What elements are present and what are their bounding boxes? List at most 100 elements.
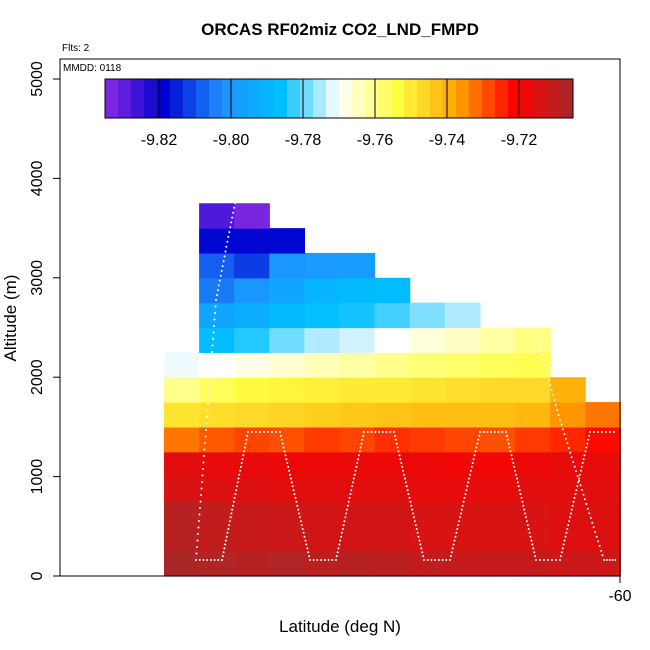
flight-track-point (477, 438, 480, 441)
heatmap-cell (409, 476, 446, 503)
flight-track-point (534, 555, 537, 558)
flight-track-point (611, 559, 614, 561)
flight-track-point (374, 431, 377, 433)
heatmap-cell (585, 501, 621, 527)
flight-track-point (545, 369, 548, 371)
heatmap-cell (234, 476, 270, 503)
flight-track-point (197, 526, 200, 529)
flight-track-point (505, 431, 507, 433)
heatmap-cell (409, 377, 446, 403)
flight-track-point (426, 559, 429, 561)
heatmap-cell (269, 526, 305, 552)
flight-track-point (206, 559, 209, 561)
flight-track-point (363, 431, 365, 433)
flight-track-point (304, 539, 307, 542)
flight-track-point (341, 528, 344, 530)
flight-track-point (228, 231, 231, 234)
flight-track-point (197, 533, 199, 535)
heatmap-cell (409, 451, 446, 478)
heatmap-cell (409, 501, 446, 527)
heatmap-cell (304, 302, 341, 329)
flight-track-point (195, 559, 197, 561)
flight-track-point (514, 469, 517, 472)
flight-track-point (515, 477, 518, 480)
flight-track-point (507, 442, 510, 445)
flight-track-point (458, 520, 461, 523)
y-axis: 0 1000 2000 3000 4000 5000 (29, 61, 60, 580)
flight-track-point (207, 396, 210, 399)
flight-track-point (564, 535, 567, 538)
flight-track-point (412, 512, 415, 515)
colorbar-swatch (339, 79, 353, 118)
heatmap-cell (304, 252, 341, 279)
heatmap-cell (409, 526, 446, 552)
flight-track-point (454, 535, 457, 538)
flight-track-point (336, 551, 339, 554)
heatmap-cell (164, 352, 200, 378)
flight-track-point (230, 512, 233, 515)
flight-track-point (505, 434, 508, 437)
flight-track-point (560, 551, 563, 554)
flight-track-point (486, 431, 489, 433)
y-tick-label: 1000 (29, 459, 46, 495)
flight-track-point (217, 284, 220, 287)
flight-track-point (378, 431, 380, 433)
flight-track-point (229, 226, 232, 229)
flight-track-point (559, 559, 561, 561)
flight-track-point (300, 524, 303, 527)
flight-track-point (456, 528, 459, 530)
flight-track-point (605, 431, 607, 433)
flight-track-point (220, 269, 223, 272)
flight-track-point (563, 539, 566, 542)
colorbar-swatch (222, 79, 236, 118)
flight-track-point (225, 535, 228, 538)
flight-track-point (346, 508, 348, 511)
heatmap-cells (164, 203, 621, 577)
flight-track-point (553, 399, 556, 401)
flight-track-point (352, 477, 355, 480)
heatmap-cell (304, 526, 341, 552)
flights-annotation: Flts: 2 (62, 43, 90, 54)
flight-track-point (556, 409, 559, 411)
colorbar-tick-label: -9.74 (429, 132, 466, 149)
flight-track-point (301, 528, 304, 530)
flight-track-point (204, 435, 207, 438)
flight-track-point (210, 357, 213, 360)
heatmap-cell (374, 377, 411, 403)
colorbar: -9.82 -9.80 -9.78 -9.76 -9.74 -9.72 (104, 78, 574, 149)
flight-track-point (591, 521, 594, 524)
heatmap-cell (269, 402, 305, 428)
flight-track-point (221, 265, 224, 268)
flight-track-point (562, 543, 565, 546)
flight-track-point (394, 438, 397, 441)
heatmap-cell (444, 352, 481, 378)
flight-track-point (457, 524, 460, 527)
flight-track-point (213, 318, 216, 321)
x-axis: -60 (608, 576, 632, 605)
flight-track-point (566, 528, 569, 530)
flight-track-point (404, 481, 407, 484)
flight-track-point (471, 462, 474, 464)
heatmap-cell (409, 327, 446, 353)
y-tick-label: 0 (29, 571, 46, 580)
heatmap-cell (409, 402, 446, 428)
colorbar-swatch (131, 79, 145, 118)
flight-track-point (474, 450, 477, 453)
colorbar-swatch (248, 79, 262, 118)
heatmap-cell (234, 327, 270, 353)
flight-track-point (445, 559, 448, 561)
flight-track-point (235, 489, 238, 492)
flight-track-point (359, 446, 362, 449)
flight-track-point (575, 489, 578, 492)
flight-track-point (290, 481, 293, 484)
flight-track-point (224, 543, 227, 546)
flight-track-point (588, 512, 591, 515)
flight-track-point (430, 559, 433, 561)
flight-track-point (357, 458, 360, 461)
flight-track-point (531, 543, 534, 546)
flight-track-point (592, 526, 595, 529)
flight-track-point (585, 503, 588, 505)
heatmap-cell (339, 451, 376, 478)
flight-track-point (361, 438, 364, 441)
heatmap-cell (585, 526, 621, 552)
